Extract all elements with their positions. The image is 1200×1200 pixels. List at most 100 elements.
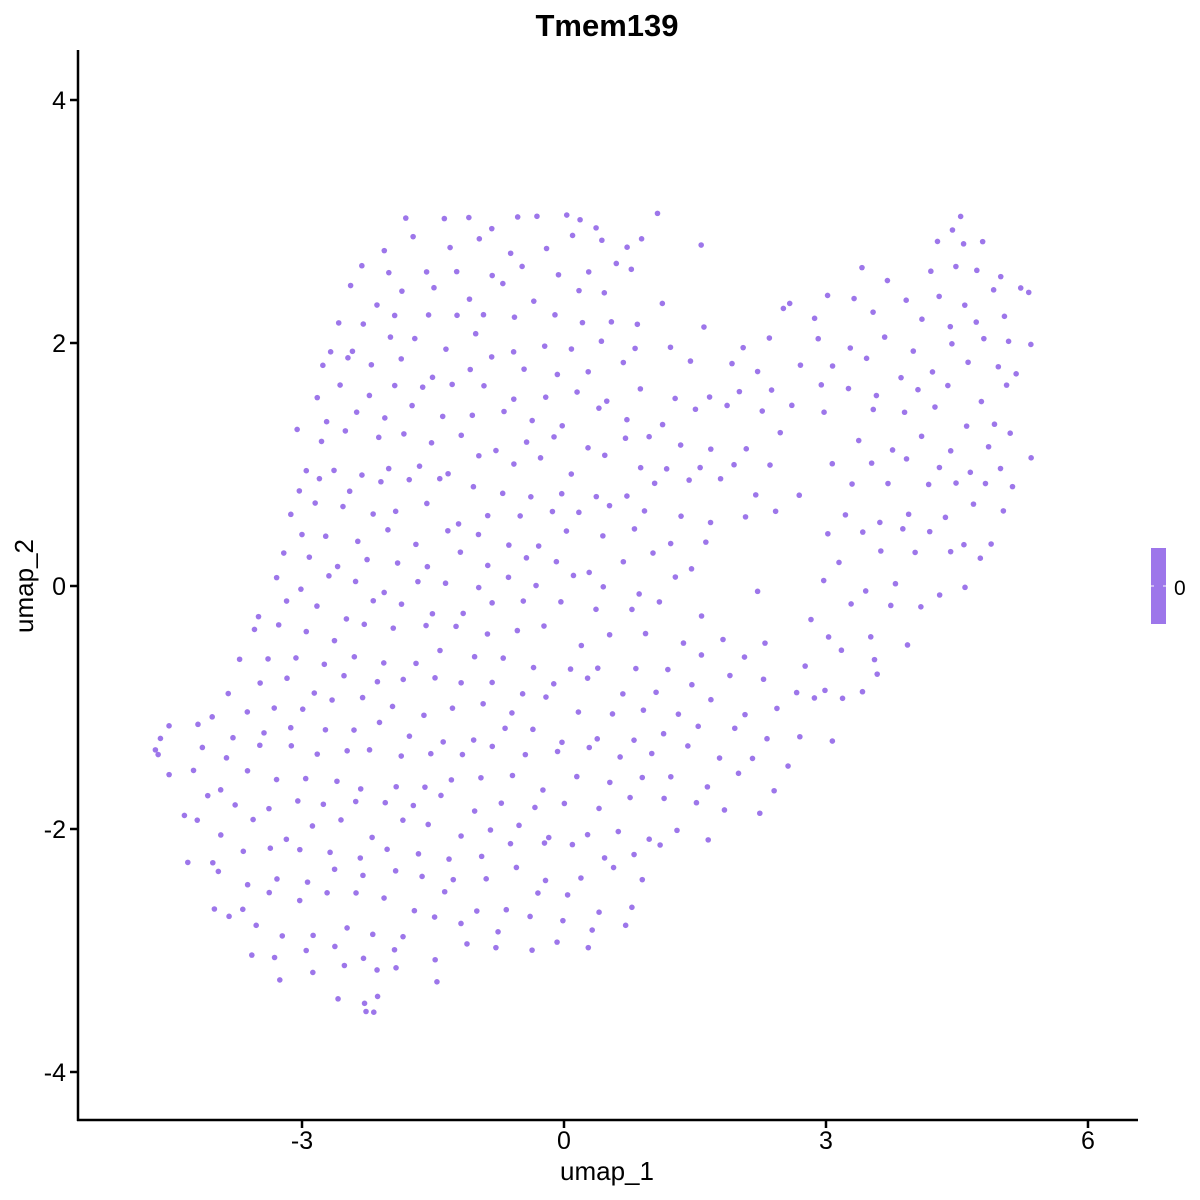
data-point bbox=[514, 214, 521, 220]
data-point bbox=[535, 890, 541, 896]
data-point bbox=[585, 944, 592, 951]
data-point bbox=[318, 438, 325, 445]
x-ticks: -3 0 3 6 bbox=[291, 1121, 1095, 1155]
data-point bbox=[727, 672, 733, 679]
data-point bbox=[303, 628, 310, 635]
data-point bbox=[334, 778, 340, 785]
data-point bbox=[637, 464, 644, 471]
data-point bbox=[523, 555, 530, 561]
data-point bbox=[578, 642, 585, 649]
data-point bbox=[244, 709, 251, 715]
data-point bbox=[947, 448, 954, 454]
data-point bbox=[445, 527, 451, 534]
data-point bbox=[677, 442, 684, 448]
data-point bbox=[593, 606, 599, 613]
data-point bbox=[366, 747, 373, 753]
data-point bbox=[306, 554, 313, 560]
data-point bbox=[442, 580, 449, 587]
data-point bbox=[631, 851, 637, 858]
data-point bbox=[374, 993, 381, 1000]
data-point bbox=[370, 597, 377, 604]
data-point bbox=[1007, 430, 1013, 437]
data-point bbox=[624, 416, 630, 423]
data-point bbox=[561, 800, 568, 807]
x-axis-label: umap_1 bbox=[560, 1156, 654, 1186]
data-point bbox=[859, 529, 866, 535]
data-point bbox=[488, 225, 495, 232]
data-point bbox=[360, 872, 366, 879]
data-point bbox=[785, 763, 791, 769]
x-tick-label: -3 bbox=[291, 1127, 313, 1155]
data-point bbox=[507, 840, 514, 847]
data-point bbox=[953, 480, 959, 486]
data-point bbox=[568, 346, 575, 352]
data-point bbox=[608, 319, 615, 325]
data-point bbox=[239, 906, 246, 913]
data-point bbox=[450, 876, 457, 883]
data-point bbox=[296, 488, 303, 494]
data-point bbox=[932, 404, 938, 410]
data-point bbox=[1025, 289, 1032, 296]
data-point bbox=[756, 810, 763, 817]
data-point bbox=[656, 599, 663, 605]
data-point bbox=[962, 584, 968, 591]
data-point bbox=[320, 801, 327, 808]
data-point bbox=[484, 562, 491, 569]
data-point bbox=[464, 941, 470, 947]
data-point bbox=[698, 652, 705, 658]
data-point bbox=[936, 592, 943, 598]
data-point bbox=[877, 519, 883, 526]
data-point bbox=[905, 511, 912, 518]
data-point bbox=[457, 549, 464, 555]
data-point bbox=[359, 472, 365, 478]
data-point bbox=[400, 676, 407, 683]
data-point bbox=[453, 268, 460, 275]
data-point bbox=[762, 640, 768, 646]
data-point bbox=[771, 787, 777, 794]
data-point bbox=[398, 601, 405, 607]
data-point bbox=[298, 586, 304, 592]
data-point bbox=[223, 755, 230, 761]
data-point bbox=[569, 232, 576, 239]
data-point bbox=[870, 406, 877, 413]
data-point bbox=[961, 541, 967, 548]
data-point bbox=[576, 287, 582, 294]
data-point bbox=[331, 866, 338, 873]
data-point bbox=[299, 531, 305, 538]
data-point bbox=[288, 743, 295, 749]
data-point bbox=[633, 665, 639, 672]
data-point bbox=[767, 462, 773, 468]
data-point bbox=[431, 914, 438, 920]
data-point bbox=[449, 381, 455, 388]
data-point bbox=[903, 456, 910, 462]
data-point bbox=[693, 799, 700, 806]
data-point bbox=[323, 418, 330, 425]
data-point bbox=[729, 360, 735, 367]
data-point bbox=[467, 366, 474, 373]
data-point bbox=[331, 467, 337, 474]
data-point bbox=[584, 831, 591, 838]
data-point bbox=[217, 787, 224, 793]
data-point bbox=[424, 563, 431, 570]
data-point bbox=[401, 431, 407, 437]
data-point bbox=[429, 374, 436, 381]
data-point bbox=[391, 382, 398, 389]
data-point bbox=[204, 792, 211, 799]
data-point bbox=[474, 908, 480, 914]
data-point bbox=[862, 588, 869, 594]
data-point bbox=[303, 467, 310, 474]
data-point bbox=[564, 892, 571, 898]
data-point bbox=[423, 269, 430, 275]
data-point bbox=[384, 846, 390, 853]
data-point bbox=[836, 559, 842, 566]
data-point bbox=[458, 432, 465, 439]
data-point bbox=[293, 655, 299, 661]
data-point bbox=[609, 711, 616, 717]
data-point bbox=[593, 493, 600, 500]
data-point bbox=[706, 394, 713, 400]
data-point bbox=[244, 768, 251, 774]
data-point bbox=[945, 382, 951, 389]
data-point bbox=[394, 560, 401, 566]
data-point bbox=[257, 680, 263, 686]
data-point bbox=[680, 640, 687, 646]
